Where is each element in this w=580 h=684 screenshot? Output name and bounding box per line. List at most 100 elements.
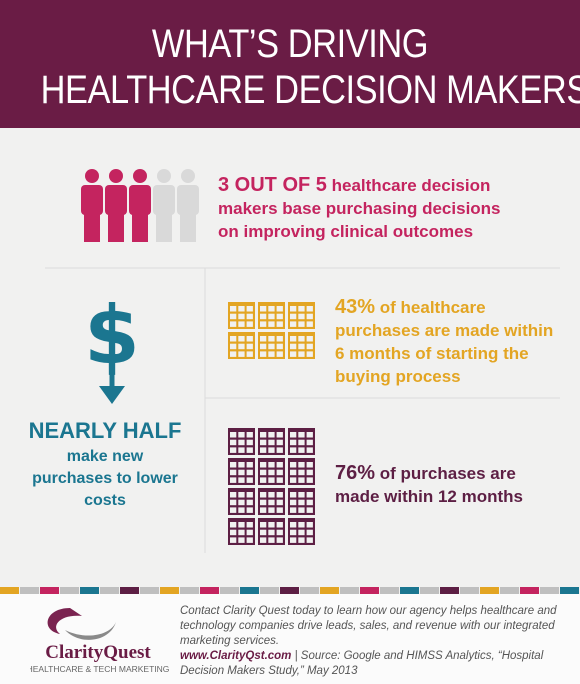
strip-segment (180, 587, 199, 594)
grid-cell (268, 343, 275, 350)
grid-cell (290, 529, 297, 536)
grid-cell (298, 321, 305, 327)
grid-cell (238, 321, 245, 327)
grid-cell (230, 537, 237, 543)
grid-cell (260, 306, 267, 312)
strip-segment (240, 587, 259, 594)
grid-cell (290, 321, 297, 327)
grid-cell (260, 321, 267, 327)
url[interactable]: www.ClarityQst.com (180, 650, 292, 662)
grid-cell (230, 499, 237, 506)
strip-segment (140, 587, 159, 594)
strip-segment (160, 587, 179, 594)
grid-cell (276, 321, 283, 327)
grid-cell (276, 522, 283, 528)
grid-cell (238, 432, 245, 438)
grid-cell (246, 529, 253, 536)
grid-cell (230, 313, 237, 320)
grid-cell (246, 321, 253, 327)
grid-cell (290, 507, 297, 513)
grid-cell (298, 492, 305, 498)
grid-cell (260, 343, 267, 350)
grid-cell (290, 492, 297, 498)
logo-text: ClarityQuest (45, 642, 151, 663)
grid-cell (246, 492, 253, 498)
grid-cell (298, 477, 305, 483)
grid-cell (268, 499, 275, 506)
grid-cell (306, 321, 313, 327)
grid-cell (306, 447, 313, 453)
strip-segment (440, 587, 459, 594)
person-icon (109, 169, 123, 183)
person-icon (133, 169, 147, 183)
grid-cell (268, 439, 275, 446)
grid-cell (246, 439, 253, 446)
grid-cell (246, 343, 253, 350)
grid-cell (260, 469, 267, 476)
grid-cell (298, 529, 305, 536)
grid-cell (298, 343, 305, 350)
grid-cell (276, 439, 283, 446)
grid-cell (238, 537, 245, 543)
grid-cell (276, 477, 283, 483)
grid-cell (290, 537, 297, 543)
grid-cell (230, 351, 237, 357)
strip-segment (220, 587, 239, 594)
strip-segment (0, 587, 19, 594)
footer (0, 594, 580, 684)
strip-segment (560, 587, 579, 594)
grid-cell (238, 313, 245, 320)
grid-cell (230, 529, 237, 536)
grid-cell (276, 469, 283, 476)
grid-cell (230, 447, 237, 453)
grid-cell (260, 522, 267, 528)
grid-cell (298, 336, 305, 342)
grid-cell (298, 447, 305, 453)
grid-cell (238, 439, 245, 446)
grid-cell (306, 462, 313, 468)
stat-1: 3 OUT OF 5 healthcare decision makers ba… (218, 174, 518, 243)
stat-3: 76% of purchases are made within 12 mont… (335, 462, 545, 508)
logo-mark (65, 622, 116, 640)
grid-cell (246, 462, 253, 468)
grid-cell (230, 336, 237, 342)
grid-cell (290, 336, 297, 342)
grid-cell (306, 507, 313, 513)
grid-cell (230, 432, 237, 438)
person-icon (181, 169, 195, 183)
stat-2: 43% of healthcare purchases are made wit… (335, 296, 555, 388)
grid-cell (246, 477, 253, 483)
person-icon (177, 185, 199, 215)
grid-cell (268, 507, 275, 513)
grid-cell (276, 351, 283, 357)
person-icon (132, 212, 148, 242)
grid-cell (230, 477, 237, 483)
grid-cell (260, 529, 267, 536)
grid-cell (238, 499, 245, 506)
grid-cell (290, 499, 297, 506)
grid-cell (246, 313, 253, 320)
grid-cell (268, 537, 275, 543)
grid-cell (246, 432, 253, 438)
grid-cell (290, 477, 297, 483)
grid-cell (260, 537, 267, 543)
grid-cell (268, 462, 275, 468)
person-icon (81, 185, 103, 215)
strip-segment (400, 587, 419, 594)
grid-cell (276, 447, 283, 453)
grid-cell (260, 351, 267, 357)
header: WHAT’S DRIVING HEALTHCARE DECISION MAKER… (0, 0, 580, 128)
strip-segment (20, 587, 39, 594)
logo-tagline: HEALTHCARE & TECH MARKETING (30, 664, 169, 674)
grid-cell (260, 313, 267, 320)
grid-cell (306, 477, 313, 483)
grid-cell (306, 537, 313, 543)
strip-segment (80, 587, 99, 594)
grid-cell (260, 432, 267, 438)
grid-cell (290, 469, 297, 476)
strip-segment (460, 587, 479, 594)
grid-cell (306, 336, 313, 342)
grid-cell (238, 462, 245, 468)
grid-cell (298, 432, 305, 438)
